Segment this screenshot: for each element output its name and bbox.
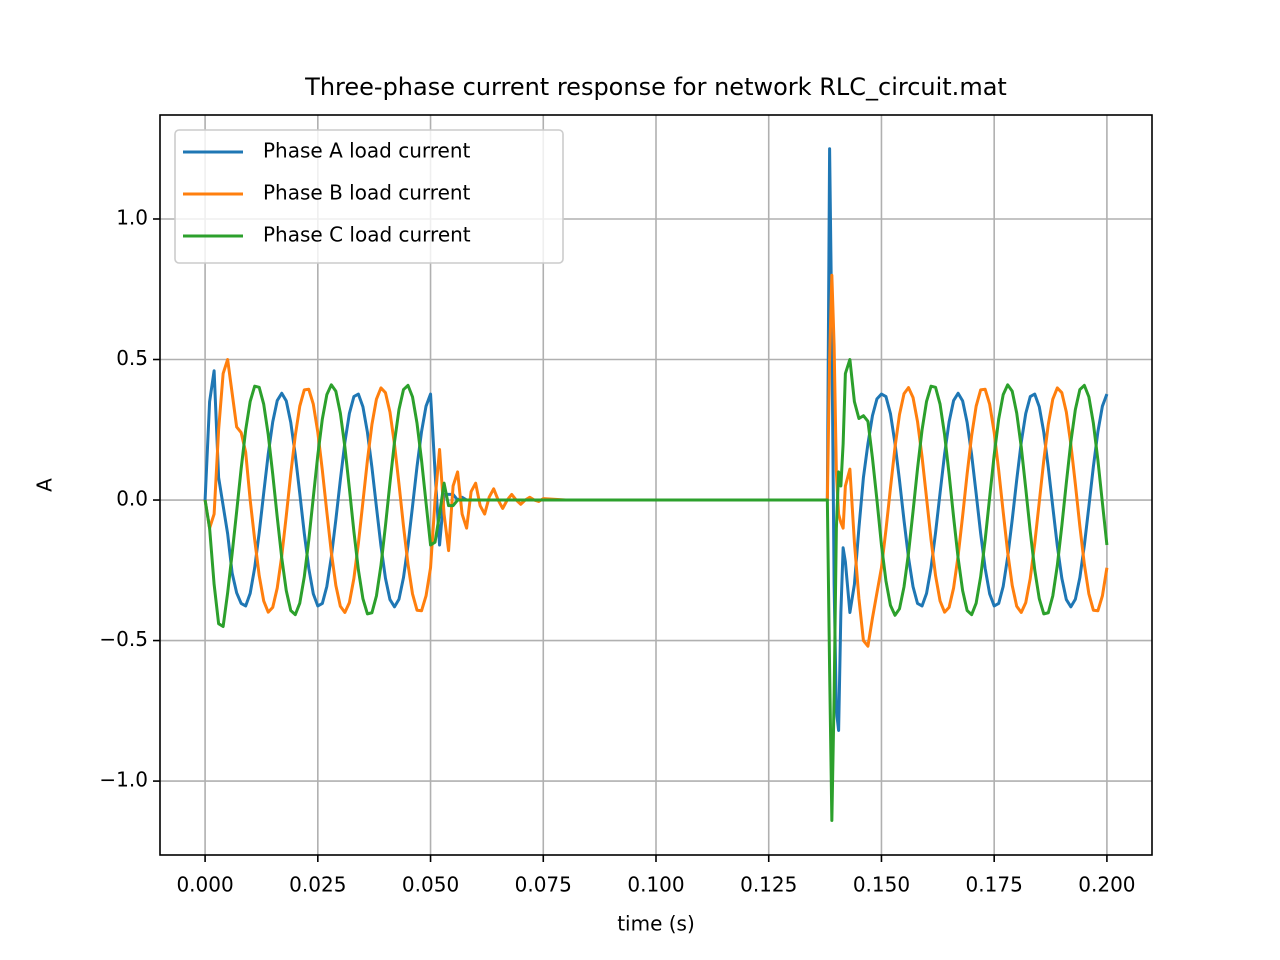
- x-tick-label: 0.075: [515, 873, 572, 897]
- plot-frame: [159, 114, 1153, 856]
- x-tick-label: 0.025: [289, 873, 346, 897]
- legend-label: Phase C load current: [263, 223, 471, 247]
- y-tick-label: 0.0: [116, 487, 148, 511]
- y-axis-label: A: [33, 478, 57, 492]
- y-tick-label: −1.0: [99, 768, 148, 792]
- y-tick-label: 1.0: [116, 205, 148, 229]
- y-tick-label: 0.5: [116, 346, 148, 370]
- chart-title: Three-phase current response for network…: [304, 73, 1007, 101]
- legend-label: Phase A load current: [263, 139, 471, 163]
- legend: Phase A load current Phase B load current…: [174, 129, 564, 264]
- x-tick-label: 0.100: [627, 873, 684, 897]
- legend-label: Phase B load current: [263, 181, 471, 205]
- x-tick-label: 0.150: [853, 873, 910, 897]
- x-tick-label: 0.175: [966, 873, 1023, 897]
- x-tick-label: 0.050: [402, 873, 459, 897]
- data-line: [203, 358, 1109, 822]
- x-axis-label: time (s): [617, 912, 695, 936]
- y-tick-label: −0.5: [99, 627, 148, 651]
- legend-box: [174, 129, 564, 264]
- x-tick-label: 0.125: [740, 873, 797, 897]
- x-tick-label: 0.200: [1078, 873, 1135, 897]
- x-tick-label: 0.000: [176, 873, 233, 897]
